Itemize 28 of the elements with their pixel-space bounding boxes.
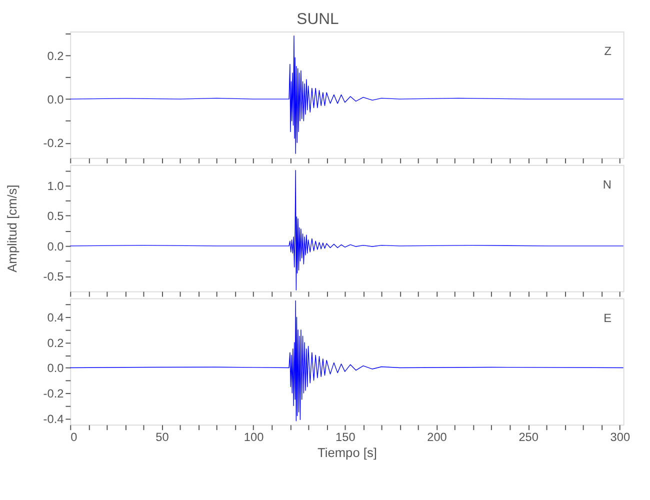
line-series xyxy=(70,170,624,290)
x-axis-title: Tiempo [s] xyxy=(318,444,377,460)
y-tick-label: 0.4 xyxy=(47,310,64,325)
y-tick-label: 0.2 xyxy=(47,336,64,350)
y-tick-label: 0.0 xyxy=(47,92,64,107)
annotation: E xyxy=(604,310,612,325)
y-axis-title: Amplitud [cm/s] xyxy=(4,184,20,272)
x-tick-label: 300 xyxy=(610,430,630,444)
annotation: Z xyxy=(604,44,612,58)
y-tick-label: 0.0 xyxy=(47,239,64,254)
y-tick-label: -0.2 xyxy=(43,386,64,400)
chart-title: SUNL xyxy=(296,11,340,28)
x-tick-label: 200 xyxy=(427,430,448,444)
x-tick-label: 50 xyxy=(156,430,170,444)
y-tick-label: 1.0 xyxy=(47,178,64,193)
annotation: N xyxy=(602,178,612,192)
x-tick-label: 0 xyxy=(70,430,78,444)
x-tick-label: 250 xyxy=(518,430,539,444)
y-tick-label: 0.2 xyxy=(47,48,64,63)
y-tick-label: -0.4 xyxy=(43,412,64,426)
y-tick-label: -0.2 xyxy=(43,136,64,150)
y-tick-label: 0.5 xyxy=(47,209,64,224)
y-tick-label: 0.0 xyxy=(47,361,64,376)
line-series xyxy=(70,300,624,422)
line-series xyxy=(70,36,624,154)
y-tick-label: -0.5 xyxy=(43,270,64,284)
x-tick-label: 150 xyxy=(336,430,356,444)
x-tick-label: 100 xyxy=(244,430,264,444)
